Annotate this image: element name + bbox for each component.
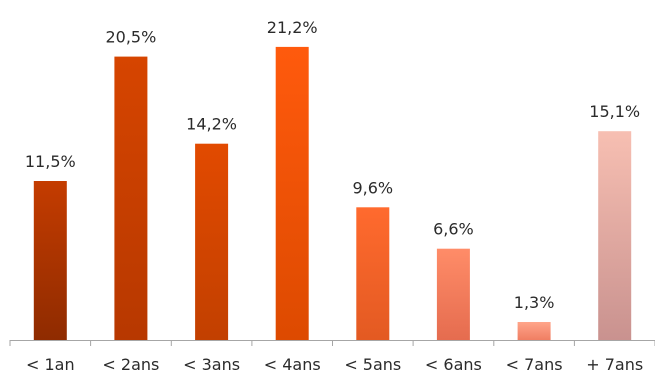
x-tick-labels: < 1an < 2ans < 3ans < 4ans < 5ans < 6ans < 7an… <box>26 355 643 374</box>
x-tick-label-1: < 2ans <box>102 355 159 374</box>
bar-1 <box>114 56 148 340</box>
x-tick-label-2: < 3ans <box>183 355 240 374</box>
bar-0 <box>33 181 67 340</box>
data-label-3: 21,2% <box>267 18 318 37</box>
bar-4 <box>356 207 390 340</box>
bar-2 <box>195 143 229 340</box>
bars-layer <box>33 46 632 341</box>
x-tick-label-5: < 6ans <box>425 355 482 374</box>
bar-3 <box>275 46 309 341</box>
bar-6 <box>517 322 551 340</box>
data-label-0: 11,5% <box>25 152 76 171</box>
bar-7 <box>598 131 632 340</box>
bar-5 <box>436 248 470 340</box>
data-label-5: 6,6% <box>433 220 474 239</box>
data-label-1: 20,5% <box>105 28 156 47</box>
x-tick-label-4: < 5ans <box>344 355 401 374</box>
data-label-6: 1,3% <box>514 293 555 312</box>
data-label-2: 14,2% <box>186 115 237 134</box>
data-label-7: 15,1% <box>589 102 640 121</box>
x-axis <box>9 340 655 346</box>
data-label-4: 9,6% <box>352 178 393 197</box>
data-labels-layer: 11,5% 20,5% 14,2% 21,2% 9,6% 6,6% 1,3% 15,1% <box>25 18 640 312</box>
x-tick-label-6: < 7ans <box>506 355 563 374</box>
x-tick-label-3: < 4ans <box>264 355 321 374</box>
x-tick-label-7: + 7ans <box>586 355 643 374</box>
x-tick-label-0: < 1an <box>26 355 75 374</box>
